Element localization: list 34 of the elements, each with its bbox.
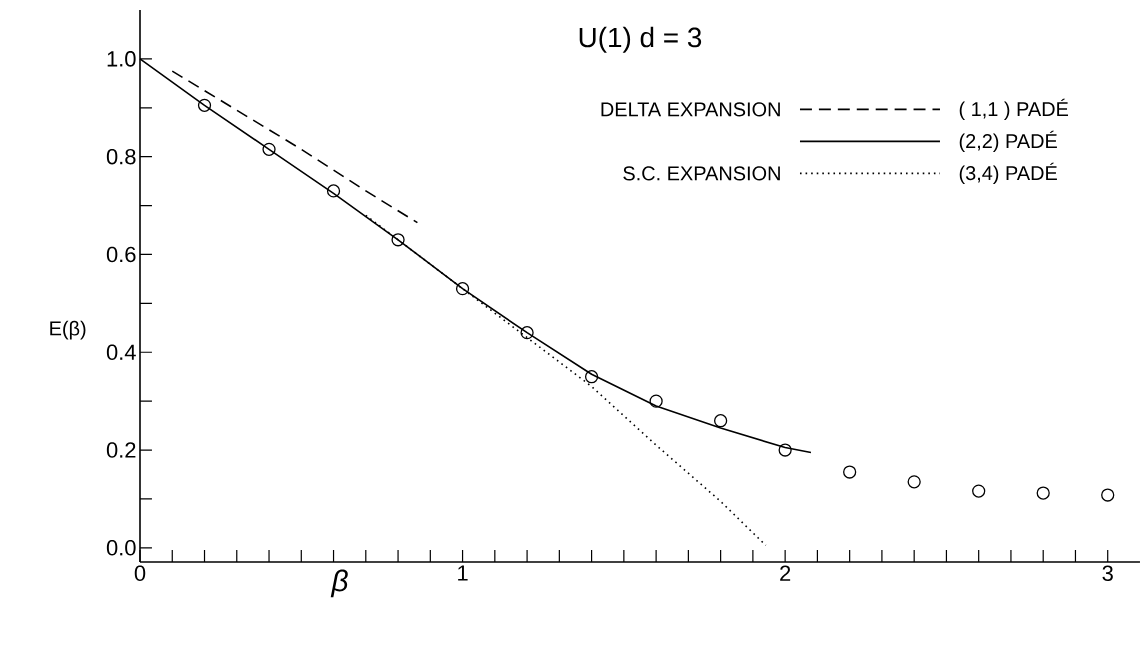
point <box>907 475 921 489</box>
x-tick-label: 3 <box>1102 565 1113 582</box>
point <box>262 142 276 156</box>
annotation: S.C. EXPANSION <box>623 166 780 181</box>
line-series <box>171 70 419 224</box>
point <box>584 370 599 384</box>
y-tick-label: 0.8 <box>106 148 136 165</box>
point <box>778 443 792 457</box>
annotation: DELTA EXPANSION <box>601 102 780 117</box>
point <box>649 394 663 408</box>
point <box>455 282 470 296</box>
x-tick-label: 2 <box>780 565 791 581</box>
x-tick-label: 0 <box>134 565 146 582</box>
y-tick-label: 0.4 <box>106 344 136 361</box>
point <box>520 326 534 340</box>
x-axis-title: β <box>330 569 348 598</box>
point <box>843 465 857 479</box>
point <box>1101 488 1115 502</box>
y-axis-title: E(β) <box>50 320 86 340</box>
text: U(1) d = 3 <box>579 26 702 53</box>
point <box>197 98 212 112</box>
text: ( 1,1 ) PADÉ <box>959 98 1069 121</box>
point <box>326 184 341 198</box>
y-tick-label: 1.0 <box>107 51 136 67</box>
y-tick-label: 0.2 <box>106 442 136 458</box>
point <box>714 414 728 428</box>
point <box>972 484 986 498</box>
point <box>391 233 405 247</box>
point <box>1036 486 1050 500</box>
y-tick-label: 0.6 <box>106 246 136 263</box>
x-tick-label: 1 <box>458 565 468 581</box>
text: (2,2) PADÉ <box>959 130 1057 153</box>
y-tick-label: 0.0 <box>106 540 136 556</box>
text: (3,4) PADÉ <box>959 162 1057 185</box>
